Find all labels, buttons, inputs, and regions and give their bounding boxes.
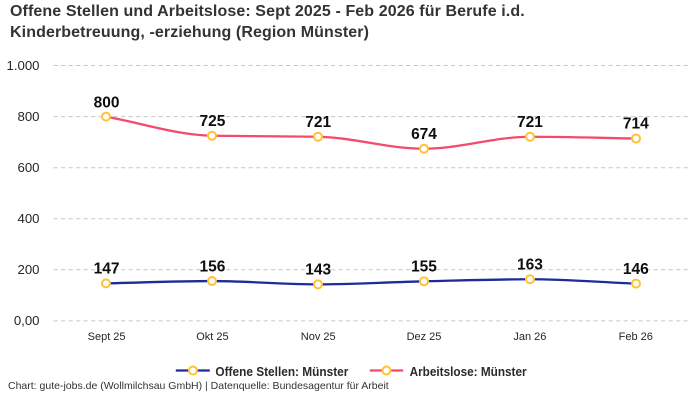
svg-text:Sept 25: Sept 25 (88, 331, 126, 343)
svg-text:714: 714 (623, 116, 649, 133)
svg-text:725: 725 (199, 113, 225, 130)
svg-text:Nov 25: Nov 25 (301, 331, 336, 343)
svg-text:1.000: 1.000 (6, 58, 39, 73)
svg-text:Arbeitslose: Münster: Arbeitslose: Münster (410, 364, 527, 379)
svg-text:674: 674 (411, 126, 437, 143)
svg-text:Feb 26: Feb 26 (619, 331, 653, 343)
svg-text:600: 600 (17, 160, 39, 175)
svg-text:143: 143 (305, 262, 331, 279)
svg-text:0,00: 0,00 (14, 313, 40, 328)
svg-text:Jan 26: Jan 26 (513, 331, 546, 343)
svg-text:721: 721 (517, 114, 543, 131)
svg-text:800: 800 (17, 109, 39, 124)
svg-text:147: 147 (94, 261, 120, 278)
svg-text:Offene Stellen: Münster: Offene Stellen: Münster (215, 364, 348, 379)
svg-text:721: 721 (305, 114, 331, 131)
svg-text:156: 156 (199, 258, 225, 275)
svg-text:Dez 25: Dez 25 (407, 331, 442, 343)
svg-text:800: 800 (94, 95, 120, 112)
svg-text:155: 155 (411, 259, 437, 276)
svg-text:Okt 25: Okt 25 (196, 331, 228, 343)
svg-text:146: 146 (623, 261, 649, 278)
svg-text:400: 400 (17, 211, 39, 226)
svg-text:163: 163 (517, 257, 543, 274)
svg-text:200: 200 (17, 262, 39, 277)
